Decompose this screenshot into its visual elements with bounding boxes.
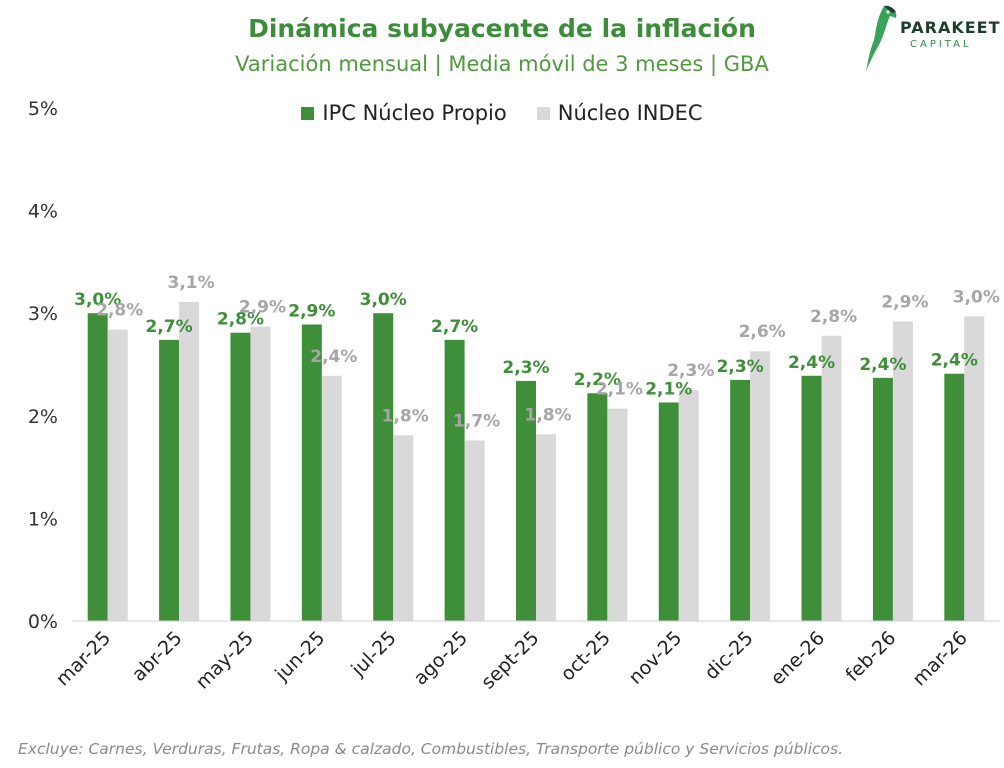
bar-indec-sept-25 [536, 434, 556, 621]
y-axis: 0% 1% 2% 3% 4% 5% [28, 98, 58, 633]
bar-ipc-ago-25 [444, 339, 465, 621]
x-tick-label: may-25 [191, 627, 258, 694]
y-tick-label: 2% [28, 406, 58, 428]
data-label-indec-sept-25: 1,8% [524, 405, 571, 425]
y-tick-label: 5% [28, 98, 58, 120]
data-label-indec-ago-25: 1,7% [453, 411, 500, 431]
data-label-indec-mar-26: 3,0% [953, 287, 1000, 307]
legend-label-ipc: IPC Núcleo Propio [322, 101, 507, 125]
data-label-indec-oct-25: 2,1% [596, 380, 643, 400]
data-labels: 3,0%2,8%2,7%3,1%2,8%2,9% 2,9%2,4%3,0%1,8%… [74, 273, 1000, 432]
legend-swatch-ipc [301, 106, 315, 120]
data-label-indec-nov-25: 2,3% [667, 361, 714, 381]
bar-indec-jun-25 [321, 375, 342, 621]
bar-indec-abr-25 [179, 301, 200, 621]
bar-ipc-feb-26 [872, 377, 893, 621]
bar-ipc-nov-25 [658, 402, 679, 621]
data-label-ipc-mar-26: 2,4% [931, 351, 978, 371]
bar-indec-oct-25 [607, 408, 628, 621]
x-tick-label: mar-26 [908, 627, 971, 690]
bar-indec-ago-25 [464, 440, 485, 621]
y-tick-label: 4% [28, 201, 58, 223]
bar-indec-mar-26 [964, 316, 985, 621]
y-tick-label: 1% [28, 508, 58, 530]
legend-item-ipc: IPC Núcleo Propio [301, 101, 507, 125]
data-label-ipc-nov-25: 2,1% [645, 379, 692, 399]
bar-indec-feb-26 [892, 321, 913, 621]
data-label-indec-mar-25: 2,8% [96, 301, 143, 321]
x-tick-label: ene-26 [767, 627, 830, 690]
data-label-indec-jun-25: 2,4% [310, 347, 357, 367]
x-tick-label: feb-26 [841, 627, 900, 686]
bar-indec-jul-25 [393, 435, 414, 621]
bar-indec-ene-26 [821, 335, 842, 621]
legend: IPC Núcleo Propio Núcleo INDEC [0, 101, 1004, 125]
bar-ipc-abr-25 [159, 339, 180, 621]
bar-ipc-oct-25 [587, 393, 608, 621]
x-tick-label: ago-25 [409, 627, 472, 690]
data-label-indec-may-25: 2,9% [239, 298, 286, 318]
data-label-ipc-mar-25: 3,0% [74, 290, 121, 310]
x-tick-label: jul-25 [347, 627, 401, 681]
data-label-ipc-sept-25: 2,3% [502, 358, 549, 378]
x-tick-label: abr-25 [128, 627, 187, 686]
x-tick-label: dic-25 [701, 627, 758, 684]
data-label-ipc-jun-25: 2,9% [288, 301, 335, 321]
data-label-ipc-oct-25: 2,2% [574, 370, 621, 390]
chart-title: Dinámica subyacente de la inflación [248, 14, 756, 43]
x-tick-label: mar-25 [52, 627, 115, 690]
bar-ipc-jul-25 [373, 313, 394, 621]
data-label-indec-jul-25: 1,8% [382, 406, 429, 426]
logo-name: PARAKEET [900, 18, 1001, 37]
bar-ipc-dic-25 [730, 379, 751, 621]
data-label-ipc-abr-25: 2,7% [145, 317, 192, 337]
x-tick-label: sept-25 [477, 627, 544, 694]
bar-ipc-ene-26 [801, 375, 822, 621]
parakeet-logo: PARAKEET CAPITAL [862, 4, 1002, 74]
data-label-ipc-may-25: 2,8% [217, 310, 264, 330]
data-label-ipc-dic-25: 2,3% [717, 357, 764, 377]
data-label-ipc-feb-26: 2,4% [859, 355, 906, 375]
parakeet-icon [866, 5, 897, 72]
x-tick-label: jun-25 [270, 627, 329, 686]
data-label-ipc-ago-25: 2,7% [431, 317, 478, 337]
data-label-indec-dic-25: 2,6% [739, 322, 786, 342]
data-label-ipc-jul-25: 3,0% [360, 290, 407, 310]
bar-ipc-mar-25 [87, 313, 108, 621]
x-axis: mar-25 abr-25 may-25 jun-25 jul-25 ago-25 sept… [52, 620, 1000, 694]
legend-item-indec: Núcleo INDEC [536, 101, 703, 125]
y-tick-label: 0% [28, 611, 58, 633]
chart-subtitle: Variación mensual | Media móvil de 3 mes… [235, 52, 769, 76]
x-tick-label: nov-25 [624, 627, 686, 689]
bar-indec-may-25 [250, 326, 271, 621]
legend-swatch-indec [536, 106, 550, 120]
bar-ipc-sept-25 [516, 380, 536, 621]
bar-indec-mar-25 [107, 329, 128, 621]
bar-ipc-jun-25 [301, 324, 322, 621]
data-label-ipc-ene-26: 2,4% [788, 353, 835, 373]
bars [87, 301, 985, 621]
footnote: Excluye: Carnes, Verduras, Frutas, Ropa … [18, 740, 844, 758]
logo-sub: CAPITAL [910, 39, 972, 50]
data-label-indec-ene-26: 2,8% [810, 307, 857, 327]
bar-indec-nov-25 [678, 390, 699, 621]
data-label-indec-abr-25: 3,1% [167, 273, 214, 293]
bar-ipc-may-25 [230, 332, 251, 621]
y-tick-label: 3% [28, 303, 58, 325]
data-label-indec-feb-26: 2,9% [881, 292, 928, 312]
x-tick-label: oct-25 [557, 627, 615, 685]
bar-ipc-mar-26 [944, 373, 965, 621]
bar-indec-dic-25 [750, 351, 771, 621]
legend-label-indec: Núcleo INDEC [557, 101, 703, 125]
